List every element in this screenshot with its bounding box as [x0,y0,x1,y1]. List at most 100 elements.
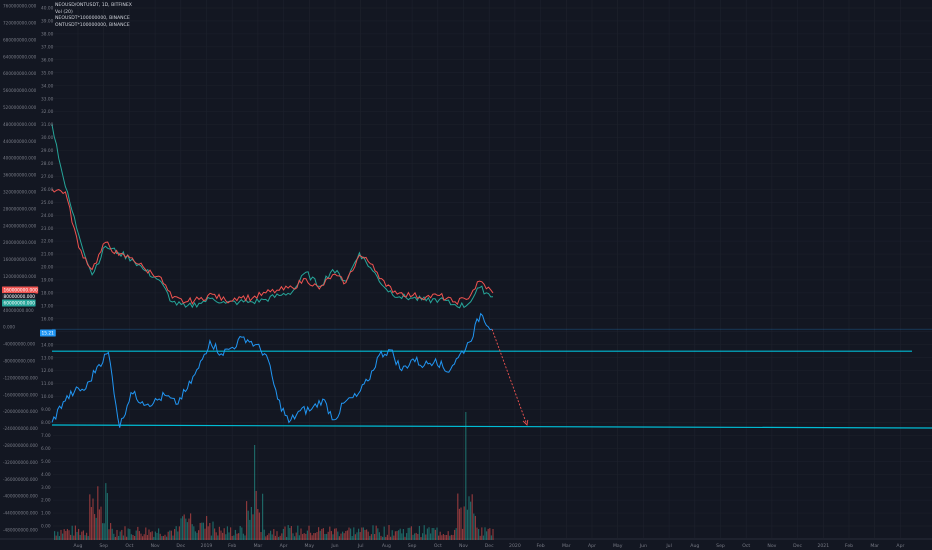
volume-bar [70,534,72,540]
time-axis-tick: Sep [99,543,108,549]
volume-bar [100,506,102,540]
volume-bar [446,534,448,540]
time-axis-tick: Jun [639,543,647,549]
volume-bar [343,533,345,540]
left-price-axis: 760000000.000 720000000.000 680000000.000 6… [3,4,38,533]
volume-bar [135,530,137,540]
volume-bar [234,529,236,540]
right-axis-tick: 19.00 [41,278,54,284]
volume-bar [380,535,382,540]
right-axis-tick: 36.00 [41,57,54,63]
right-axis-tick: 18.00 [41,291,54,297]
volume-bar [334,528,336,540]
volume-bar [289,527,291,540]
volume-bar [342,531,344,540]
volume-bar [455,528,457,540]
time-axis-tick: May [305,543,315,549]
volume-bar [492,528,494,540]
volume-bar [425,534,427,540]
volume-bar [452,535,454,540]
volume-bar [294,536,296,540]
volume-bar [142,536,144,540]
time-axis-tick: Aug [690,543,699,549]
volume-bar [270,530,272,540]
volume-bar [217,535,219,540]
time-axis-tick: Dec [793,543,802,549]
volume-bar [63,529,65,540]
volume-bar [183,514,185,540]
badge-neo-bg [2,286,39,294]
volume-bar [164,534,166,540]
volume-bar [284,526,286,540]
volume-bar [434,529,436,540]
right-axis-tick: 35.00 [41,70,54,76]
volume-bar [252,514,254,540]
volume-bar [460,507,462,540]
time-axis-tick: Oct [125,543,133,549]
volume-bar [201,522,203,540]
volume-bar [145,527,147,540]
volume-bar [310,532,312,540]
volume-bar [257,508,259,540]
volume-bar [254,445,256,540]
left-axis-tick: 480000000.000 [3,122,37,127]
volume-bar [238,533,240,540]
volume-bar [66,528,68,540]
volume-bar [468,496,470,540]
right-axis-tick: 20.00 [41,265,54,271]
right-price-axis: 40.00 39.00 38.00 37.00 36.00 35.00 34.00 33.00… [41,6,54,530]
volume-bar [345,531,347,540]
badge-ont-bg [2,293,36,300]
volume-bar [308,525,310,540]
volume-bar [305,533,307,540]
volume-bar [150,532,152,540]
volume-bar [185,518,187,540]
volume-bar [156,532,158,540]
time-axis-tick: Dec [485,543,494,549]
volume-bar [348,527,350,540]
volume-bar [121,529,123,540]
volume-bar [113,533,115,540]
volume-bar [332,534,334,540]
right-axis-tick: 10.00 [41,394,54,400]
badge-ratio: 15.21 [42,331,55,337]
right-axis-tick: 3.00 [41,485,51,491]
volume-bar [130,534,132,540]
left-axis-tick: 400000000.000 [3,156,37,161]
volume-bar [286,536,288,540]
volume-bar [225,534,227,540]
left-axis-tick: 0.000 [3,325,15,330]
volume-bar [87,536,89,540]
volume-bar [78,528,80,540]
volume-bar [386,534,388,540]
volume-bar [196,532,198,540]
volume-bar [97,486,99,540]
legend-indicator: Vol (20) [55,9,73,15]
time-axis: Aug Sep Oct Nov Dec 2019 Feb Mar Apr May Jun Jul Aug… [74,543,905,549]
volume-bar [359,532,361,540]
volume-bar [212,521,214,540]
volume-bar [470,501,472,540]
volume-bar [76,531,78,540]
volume-bar [266,535,268,540]
left-axis-tick: -160000000.000 [3,392,38,397]
volume-bar [207,526,209,540]
volume-bar [55,535,57,540]
time-axis-tick: 2021 [817,543,829,549]
volume-bar [447,531,449,540]
volume-bar [223,528,225,540]
volume-bar [474,515,476,540]
volume-bar [231,535,233,540]
volume-bar [247,510,249,540]
right-axis-tick: 24.00 [41,213,54,219]
volume-bar [302,534,304,540]
time-axis-tick: Dec [176,543,185,549]
volume-bar [268,533,270,540]
volume-bar [206,516,208,540]
volume-bar [276,531,278,540]
volume-bar [372,525,374,540]
volume-bar [300,528,302,540]
